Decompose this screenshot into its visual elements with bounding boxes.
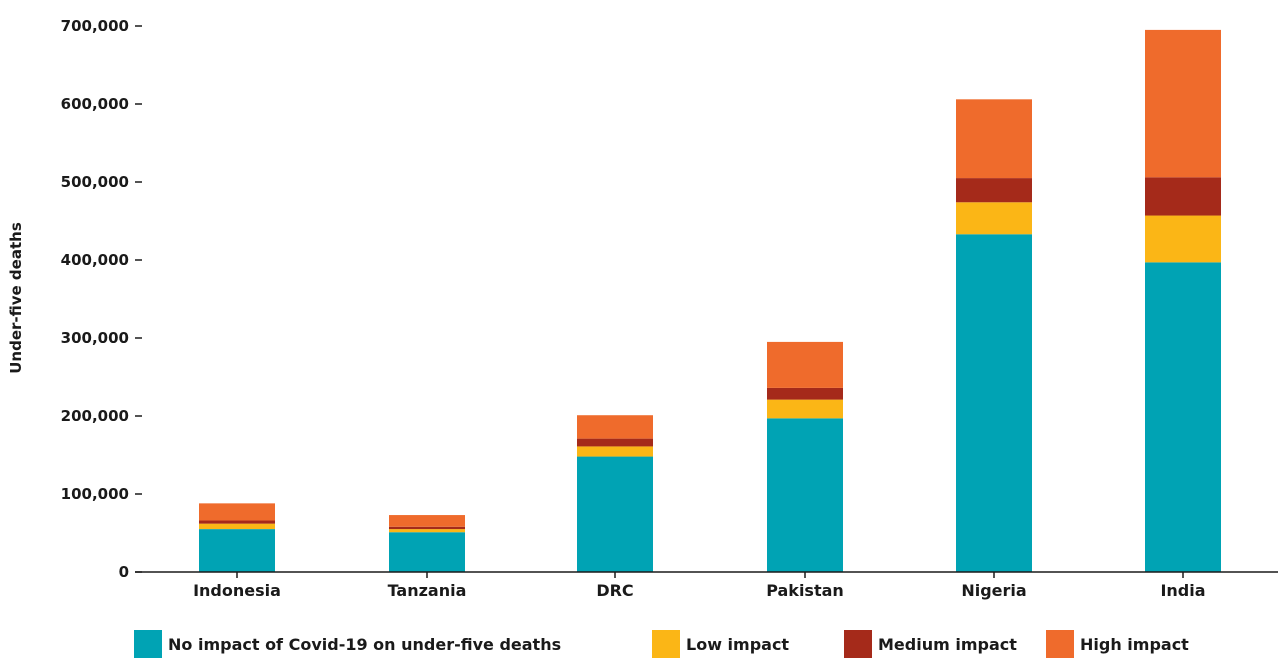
bar-segment xyxy=(767,418,843,572)
x-category-label: DRC xyxy=(596,581,633,600)
legend-swatch xyxy=(844,630,872,658)
legend-item: High impact xyxy=(1046,630,1189,658)
y-tick-label: 100,000 xyxy=(61,485,129,503)
x-category-label: Nigeria xyxy=(961,581,1026,600)
bar-segment xyxy=(956,178,1032,203)
bar-segment xyxy=(767,399,843,419)
bar-segment xyxy=(956,234,1032,572)
legend-swatch xyxy=(134,630,162,658)
bar-segment xyxy=(767,341,843,388)
y-tick-label: 300,000 xyxy=(61,329,129,347)
y-axis: 0 100,000 200,000 300,000 400,000 500,000 600,… xyxy=(61,17,142,581)
legend-item: Low impact xyxy=(652,630,789,658)
legend-swatch xyxy=(1046,630,1074,658)
bar-segment xyxy=(1145,29,1221,178)
bar-segment xyxy=(1145,262,1221,572)
stacked-bar-chart: Under-five deaths 0 100,000 200,000 300,000… xyxy=(7,17,1278,600)
bar-segment xyxy=(956,202,1032,235)
bar-segment xyxy=(1145,177,1221,216)
y-tick-label: 600,000 xyxy=(61,95,129,113)
x-axis: Indonesia Tanzania DRC Pakistan Nigeria India xyxy=(135,571,1278,600)
bar-segment xyxy=(577,438,653,447)
legend: No impact of Covid-19 on under-five deat… xyxy=(0,630,1280,658)
bar-segment xyxy=(577,456,653,572)
legend-item: Medium impact xyxy=(844,630,1017,658)
bar-segment xyxy=(389,529,465,533)
bar-segment xyxy=(577,415,653,439)
bar-segment xyxy=(389,526,465,530)
bars xyxy=(199,29,1221,572)
x-category-label: Pakistan xyxy=(766,581,844,600)
legend-swatch xyxy=(652,630,680,658)
bar-segment xyxy=(199,529,275,572)
y-tick-label: 0 xyxy=(119,563,129,581)
legend-label: High impact xyxy=(1080,634,1189,654)
y-axis-title: Under-five deaths xyxy=(7,222,25,374)
y-tick-label: 200,000 xyxy=(61,407,129,425)
bar-segment xyxy=(389,532,465,572)
x-category-label: Tanzania xyxy=(388,581,467,600)
legend-label: Low impact xyxy=(686,634,790,654)
legend-item: No impact of Covid-19 on under-five deat… xyxy=(134,630,561,658)
x-category-label: India xyxy=(1160,581,1205,600)
legend-label: No impact of Covid-19 on under-five deat… xyxy=(168,634,562,654)
bar-segment xyxy=(199,503,275,521)
bar-segment xyxy=(389,515,465,527)
bar-segment xyxy=(199,520,275,524)
bar-segment xyxy=(577,446,653,457)
bar-segment xyxy=(956,99,1032,179)
y-tick-label: 400,000 xyxy=(61,251,129,269)
bar-segment xyxy=(767,387,843,400)
legend-label: Medium impact xyxy=(878,634,1017,654)
y-tick-label: 700,000 xyxy=(61,17,129,35)
y-tick-label: 500,000 xyxy=(61,173,129,191)
bar-segment xyxy=(1145,215,1221,263)
x-category-label: Indonesia xyxy=(193,581,281,600)
bar-segment xyxy=(199,523,275,530)
